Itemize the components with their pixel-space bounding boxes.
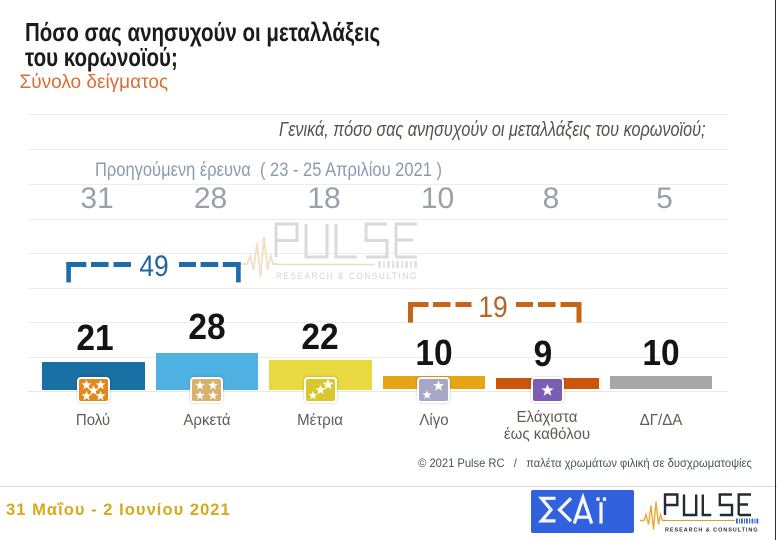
svg-text:RESEARCH & CONSULTING: RESEARCH & CONSULTING	[665, 528, 759, 534]
svg-text:RESEARCH & CONSULTING: RESEARCH & CONSULTING	[276, 271, 418, 281]
